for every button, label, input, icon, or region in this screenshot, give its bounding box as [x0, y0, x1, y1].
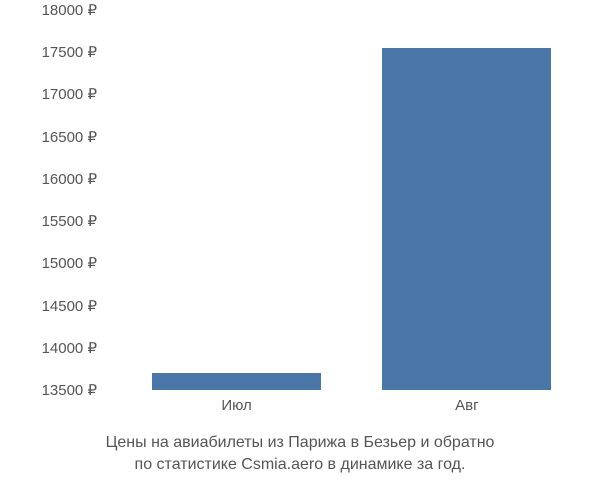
x-tick-label: Июл	[221, 397, 251, 414]
y-tick-label: 18000 ₽	[42, 1, 97, 19]
y-tick-label: 14500 ₽	[42, 297, 97, 315]
y-tick-label: 15000 ₽	[42, 254, 97, 272]
y-tick-label: 15500 ₽	[42, 212, 97, 230]
bar	[152, 373, 321, 390]
y-tick-label: 17000 ₽	[42, 85, 97, 103]
y-tick-label: 13500 ₽	[42, 381, 97, 399]
chart-container: 13500 ₽ 14000 ₽ 14500 ₽ 15000 ₽ 15500 ₽ 16000…	[0, 0, 600, 500]
caption-line-2: по статистике Csmia.aero в динамике за г…	[135, 456, 466, 473]
bar	[382, 48, 551, 390]
y-axis: 13500 ₽14000 ₽14500 ₽15000 ₽15500 ₽16000…	[0, 10, 105, 390]
x-tick-label: Авг	[455, 397, 478, 414]
x-axis: Июл Авг	[105, 395, 575, 425]
caption-line-1: Цены на авиабилеты из Парижа в Безьер и …	[106, 434, 495, 451]
y-tick-label: 17500 ₽	[42, 43, 97, 61]
y-tick-label: 16000 ₽	[42, 170, 97, 188]
chart-caption: Цены на авиабилеты из Парижа в Безьер и …	[0, 432, 600, 475]
y-tick-label: 16500 ₽	[42, 128, 97, 146]
y-tick-label: 14000 ₽	[42, 339, 97, 357]
plot-area	[105, 10, 575, 390]
